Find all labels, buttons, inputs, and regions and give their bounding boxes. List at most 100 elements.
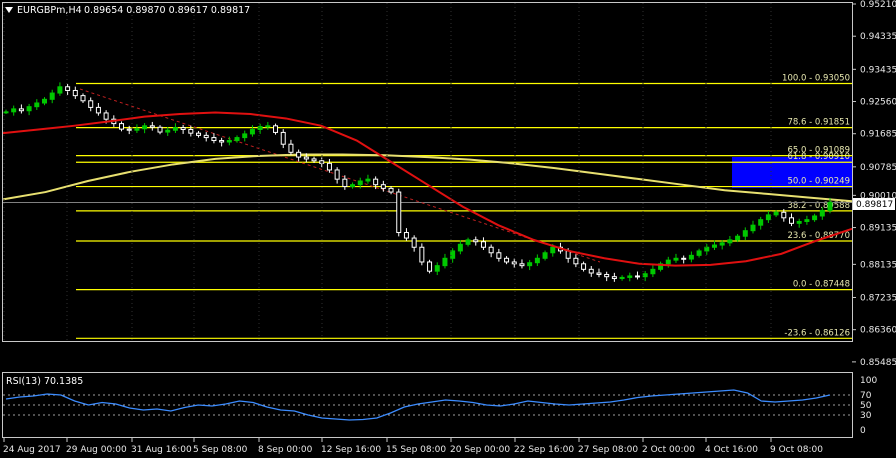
candle-body xyxy=(735,235,741,241)
candle-body xyxy=(180,127,186,130)
candle-body xyxy=(488,246,494,254)
fib-level-label: 23.6 - 0.88770 xyxy=(787,231,850,241)
candlesticks xyxy=(3,82,833,282)
candle-body xyxy=(365,178,371,182)
candle-body xyxy=(511,261,517,265)
candle-body xyxy=(234,137,240,142)
candle-body xyxy=(334,169,340,180)
candle-body xyxy=(480,241,486,248)
candle-body xyxy=(427,261,433,272)
price-axis-label: 0.88135 xyxy=(860,260,896,270)
current-price-tag xyxy=(853,198,895,210)
candle-body xyxy=(57,86,63,94)
candle-body xyxy=(134,128,140,131)
candle-body xyxy=(419,246,425,263)
candle-body xyxy=(373,178,379,186)
candle-body xyxy=(658,263,664,270)
time-axis-label: 27 Sep 08:00 xyxy=(578,445,638,455)
candle-body xyxy=(673,257,679,261)
candle-body xyxy=(681,257,687,260)
fib-level-label: 100.0 - 0.93050 xyxy=(782,73,850,83)
candle-body xyxy=(326,162,332,171)
price-axis-label: 0.86360 xyxy=(860,326,896,336)
candle-body xyxy=(188,128,194,134)
price-axis-label: 0.92560 xyxy=(860,98,896,108)
price-axis-label: 0.87235 xyxy=(860,293,896,303)
candle-body xyxy=(611,276,617,280)
candle-body xyxy=(688,254,694,260)
time-axis-label: 8 Sep 00:00 xyxy=(258,445,313,455)
candle-body xyxy=(804,219,810,222)
candle-body xyxy=(157,126,163,133)
candle-body xyxy=(796,220,802,224)
candle-body xyxy=(788,217,794,224)
rsi-axis-label: 0 xyxy=(860,426,866,436)
candle-body xyxy=(634,275,640,278)
fib-trendline xyxy=(79,88,601,263)
price-axis-label: 0.85485 xyxy=(860,358,896,368)
candle-body xyxy=(434,265,440,272)
candle-body xyxy=(396,191,402,234)
chart-ohlc: 0.89654 0.89870 0.89617 0.89817 xyxy=(84,5,250,16)
candle-body xyxy=(103,112,109,120)
time-axis-label: 4 Oct 16:00 xyxy=(705,445,758,455)
time-axis-label: 31 Aug 16:00 xyxy=(131,445,192,455)
time-axis-label: 29 Aug 00:00 xyxy=(66,445,127,455)
candle-body xyxy=(527,262,533,267)
candle-body xyxy=(388,187,394,193)
candle-body xyxy=(165,129,171,133)
fib-level-label: 0.0 - 0.87448 xyxy=(793,280,850,290)
candle-body xyxy=(303,156,309,160)
time-axis: 24 Aug 2017 29 Aug 00:00 31 Aug 16:00 5 Sep… xyxy=(3,3,823,455)
price-axis-label: 0.94335 xyxy=(860,32,896,42)
time-axis-label: 15 Sep 08:00 xyxy=(386,445,446,455)
fast-moving-average xyxy=(2,111,853,267)
price-axis-label: 0.93435 xyxy=(860,65,896,75)
candle-body xyxy=(519,263,525,267)
candle-body xyxy=(219,140,225,143)
candle-body xyxy=(827,201,833,211)
candle-body xyxy=(95,106,101,114)
rsi-axis-label: 30 xyxy=(860,411,872,421)
time-axis-label: 5 Sep 08:00 xyxy=(193,445,248,455)
price-axis-label: 0.91685 xyxy=(860,130,896,140)
rsi-title: RSI(13) 70.1385 xyxy=(6,376,83,387)
price-axis: 0.95210 0.94335 0.93435 0.92560 0.91685 0.907… xyxy=(852,0,896,368)
candle-body xyxy=(280,131,286,145)
candle-body xyxy=(203,134,209,139)
candle-body xyxy=(34,102,40,108)
candle-body xyxy=(750,224,756,232)
candle-body xyxy=(273,125,279,133)
candle-body xyxy=(18,108,24,112)
candle-body xyxy=(3,111,9,114)
time-axis-label: 9 Oct 08:00 xyxy=(770,445,823,455)
triangle-down-icon[interactable] xyxy=(5,7,13,13)
candle-body xyxy=(534,257,540,264)
candle-body xyxy=(26,106,32,112)
candle-body xyxy=(581,263,587,270)
current-price-label: 0.89817 xyxy=(856,200,893,210)
candle-body xyxy=(504,257,510,263)
rsi-axis-label: 50 xyxy=(860,401,872,411)
fib-level-label: 65.0 - 0.91089 xyxy=(787,146,850,156)
candle-body xyxy=(619,276,625,280)
price-axis-label: 0.95210 xyxy=(860,0,896,10)
candle-body xyxy=(457,243,463,252)
rsi-axis-label: 70 xyxy=(860,391,872,401)
candle-body xyxy=(226,140,232,143)
candle-body xyxy=(380,184,386,189)
candle-body xyxy=(588,268,594,274)
fibonacci-levels: 100.0 - 0.93050 78.6 - 0.91851 65.0 - 0.91… xyxy=(76,73,852,339)
candle-body xyxy=(465,239,471,245)
candle-body xyxy=(149,125,155,128)
price-axis-label: 0.90785 xyxy=(860,163,896,173)
candle-body xyxy=(812,215,818,221)
time-axis-label: 12 Sep 16:00 xyxy=(321,445,381,455)
candle-body xyxy=(11,108,17,113)
candle-body xyxy=(411,237,417,248)
candle-body xyxy=(350,184,356,188)
candle-body xyxy=(88,100,94,108)
candle-body xyxy=(596,272,602,275)
candle-body xyxy=(319,160,325,164)
